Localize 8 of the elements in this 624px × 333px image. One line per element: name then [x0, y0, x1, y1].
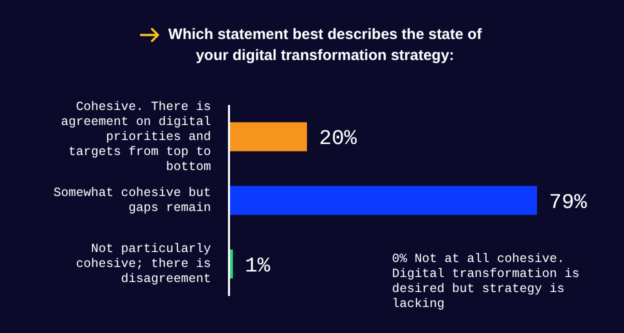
y-tick-label: Cohesive. There is agreement on digital priorities and targets from top to bottom [60, 100, 211, 174]
data-label: 20% [318, 128, 358, 152]
chart-title: Which statement best describes the state of your digital transformation strategy: [167, 25, 483, 66]
y-tick-label: Not particularly cohesive; there is disagreement [76, 242, 212, 286]
y-tick-label: Somewhat cohesive but gaps remain [53, 186, 211, 216]
data-label: 1% [244, 255, 270, 278]
data-label: 79% [549, 192, 588, 215]
annotation: 0% Not at all cohesive. Digital transformation is desired but strategy is lacking [392, 252, 581, 312]
